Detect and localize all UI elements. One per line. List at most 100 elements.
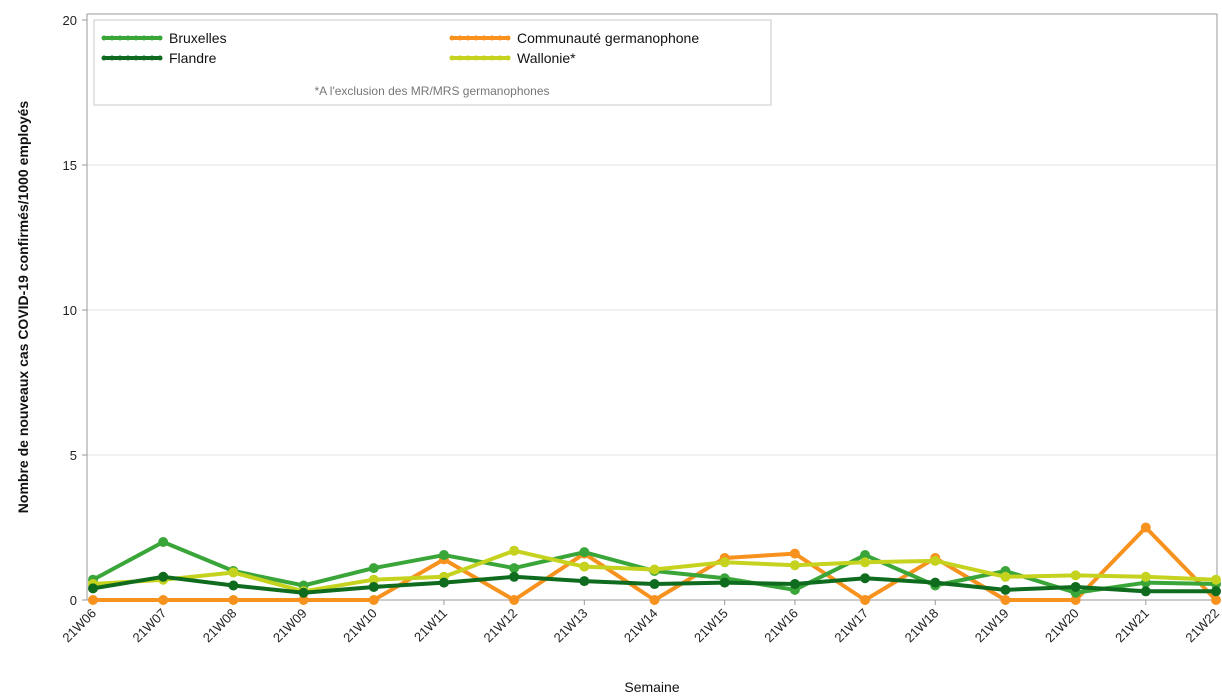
legend-marker (133, 35, 139, 41)
x-axis-title: Semaine (624, 679, 679, 695)
legend-marker (117, 35, 123, 41)
x-tick-label: 21W21 (1112, 606, 1152, 646)
x-tick-label: 21W13 (551, 606, 591, 646)
data-point (1140, 571, 1151, 582)
gridlines (82, 19, 1217, 605)
legend-marker (109, 55, 115, 61)
data-point (930, 577, 941, 588)
x-tick-label: 21W08 (200, 606, 240, 646)
data-point (930, 555, 941, 566)
data-point (789, 579, 800, 590)
data-point (158, 595, 169, 605)
x-tick-labels: 21W06 21W07 21W08 21W09 21W10 21W11 21W12 21W13… (59, 606, 1222, 646)
data-point (1211, 574, 1221, 585)
y-tick-labels: 0 5 10 15 20 (63, 13, 77, 608)
data-point (509, 595, 520, 605)
data-point (368, 574, 379, 585)
data-point (1000, 595, 1011, 605)
legend-box (93, 19, 772, 106)
legend-item: Communauté germanophone (449, 30, 699, 46)
data-point (158, 537, 169, 547)
data-point (789, 560, 800, 571)
legend-marker (465, 35, 471, 41)
x-tick-label: 21W17 (831, 606, 871, 646)
legend-marker (449, 35, 455, 41)
legend-label: Communauté germanophone (517, 30, 699, 46)
data-point (298, 595, 309, 605)
legend-marker (481, 55, 487, 61)
legend-label: Bruxelles (169, 30, 227, 46)
x-tick-label: 21W16 (761, 606, 801, 646)
legend-marker (157, 35, 163, 41)
data-point (1000, 571, 1011, 582)
legend-item: Flandre (101, 50, 217, 66)
legend-marker (489, 55, 495, 61)
series-2 (88, 522, 1221, 605)
data-point (860, 550, 871, 561)
legend-marker (157, 55, 163, 61)
data-point (228, 567, 239, 578)
legend-label: Flandre (169, 50, 217, 66)
x-tick-label: 21W15 (691, 606, 731, 646)
legend-marker (101, 55, 107, 61)
data-point (789, 548, 800, 559)
data-point (579, 547, 590, 558)
legend-marker (449, 55, 455, 61)
legend-marker (497, 35, 503, 41)
legend-marker (505, 35, 511, 41)
data-point (88, 595, 98, 605)
data-point (1070, 581, 1081, 592)
legend-marker (149, 35, 155, 41)
data-point (438, 550, 449, 561)
data-point (860, 557, 871, 568)
data-point (158, 571, 169, 582)
series-lines (88, 522, 1221, 605)
x-tick-label: 21W11 (411, 606, 450, 645)
legend-marker (133, 55, 139, 61)
legend-marker (141, 35, 147, 41)
legend-marker (481, 35, 487, 41)
data-point (509, 545, 520, 556)
x-tick-label: 21W22 (1182, 606, 1222, 646)
legend-item: Bruxelles (101, 30, 227, 46)
legend-marker (457, 35, 463, 41)
data-point (228, 595, 239, 605)
data-point (509, 563, 520, 574)
legend-label: Wallonie* (517, 50, 576, 66)
x-tick-label: 21W14 (621, 606, 661, 646)
legend-item: Wallonie* (449, 50, 576, 66)
data-point (1140, 522, 1151, 533)
legend-marker (505, 55, 511, 61)
legend: Bruxelles Flandre Communauté germanophone W… (93, 19, 772, 106)
legend-marker (125, 55, 131, 61)
y-axis-title: Nombre de nouveaux cas COVID-19 confirmé… (15, 101, 31, 514)
data-point (719, 577, 730, 588)
data-point (368, 581, 379, 592)
data-point (860, 595, 871, 605)
legend-marker (149, 55, 155, 61)
series-1 (88, 571, 1221, 598)
legend-marker (465, 55, 471, 61)
data-point (1211, 586, 1221, 597)
x-tick-label: 21W20 (1042, 606, 1082, 646)
data-point (1211, 595, 1221, 605)
legend-marker (497, 55, 503, 61)
legend-marker (125, 35, 131, 41)
x-tick-label: 21W07 (130, 606, 170, 646)
y-tick-label: 0 (70, 593, 77, 608)
data-point (649, 579, 660, 590)
legend-note: *A l'exclusion des MR/MRS germanophones (314, 84, 549, 98)
legend-marker (473, 35, 479, 41)
legend-marker (109, 35, 115, 41)
data-point (649, 595, 660, 605)
data-point (1070, 570, 1081, 581)
data-point (860, 573, 871, 584)
data-point (719, 557, 730, 568)
data-point (298, 587, 309, 598)
x-tick-label: 21W06 (59, 606, 99, 646)
legend-marker (117, 55, 123, 61)
x-tick-label: 21W12 (481, 606, 521, 646)
data-point (579, 576, 590, 587)
legend-marker (457, 55, 463, 61)
y-tick-label: 20 (63, 13, 77, 28)
